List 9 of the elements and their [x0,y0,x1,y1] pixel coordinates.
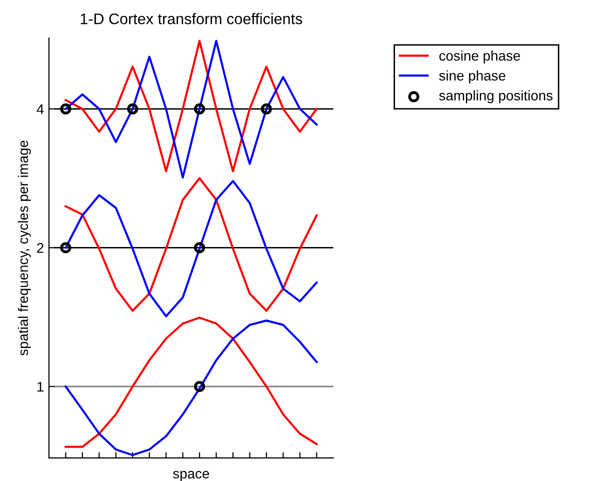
y-tick-label: 1 [37,382,44,392]
legend-label: sine phase [439,70,506,84]
x-axis-title: space [173,470,210,481]
legend-label: sampling positions [439,90,553,104]
legend-label: cosine phase [439,50,520,64]
chart-title: 1-D Cortex transform coefficients [80,13,302,24]
y-axis-title: spatial frequency, cycles per image [18,140,31,356]
y-tick-label: 2 [37,243,44,253]
y-tick-label: 4 [36,104,44,114]
